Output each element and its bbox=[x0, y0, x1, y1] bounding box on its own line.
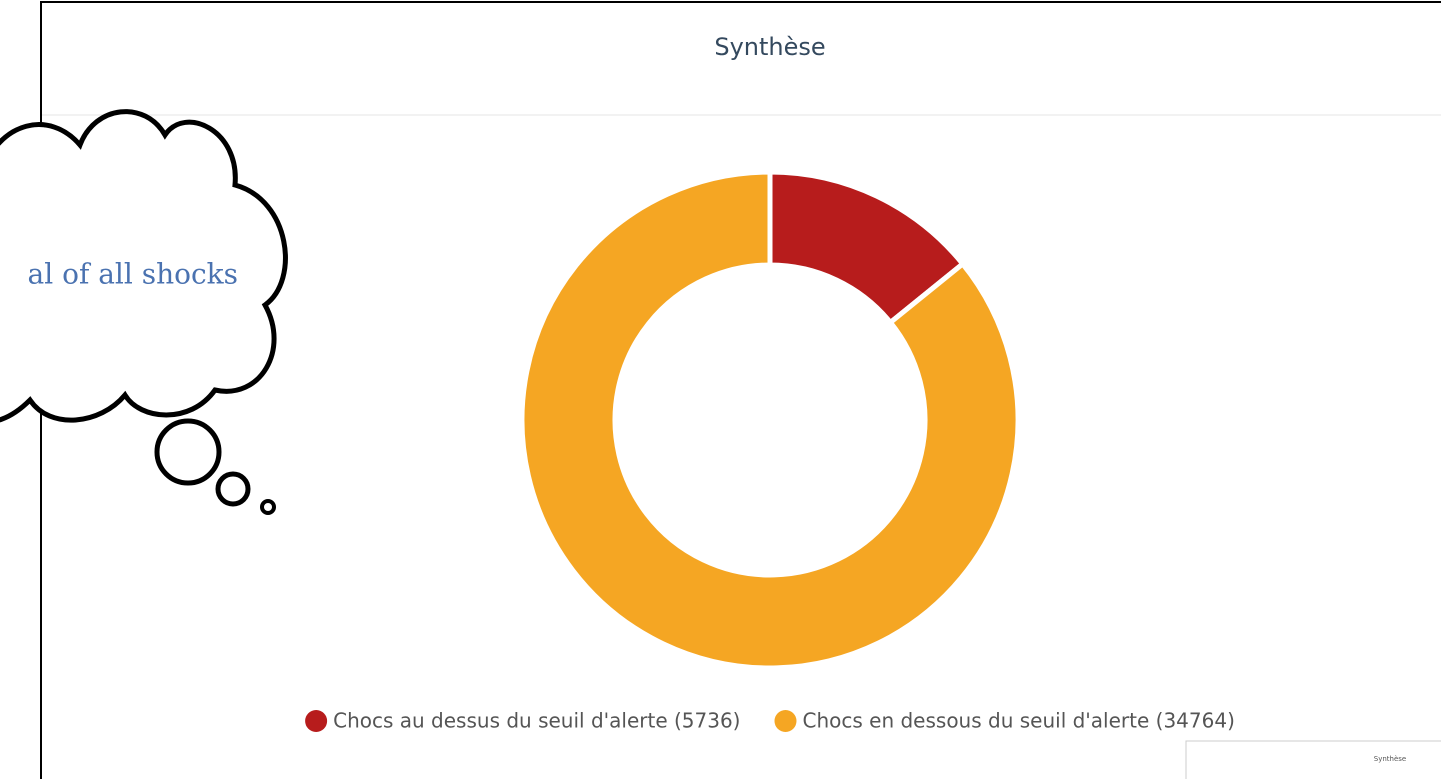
legend-marker bbox=[774, 710, 796, 732]
annotation: al of all shocks bbox=[28, 258, 238, 291]
page: Synthèse Synthèse al of all shocks Chocs… bbox=[0, 0, 1441, 779]
legend-label: Chocs en dessous du seuil d'alerte (3476… bbox=[802, 709, 1234, 733]
legend-marker bbox=[305, 710, 327, 732]
chart: Synthèse Synthèse al of all shocks Chocs… bbox=[0, 0, 1441, 779]
chart-title: Synthèse bbox=[714, 33, 825, 61]
thought-bubble bbox=[218, 474, 248, 504]
thought-bubble bbox=[262, 501, 274, 513]
legend-label: Chocs au dessus du seuil d'alerte (5736) bbox=[333, 709, 740, 733]
thought-bubble bbox=[157, 421, 219, 483]
thumbnail-title: Synthèse bbox=[1374, 755, 1406, 763]
